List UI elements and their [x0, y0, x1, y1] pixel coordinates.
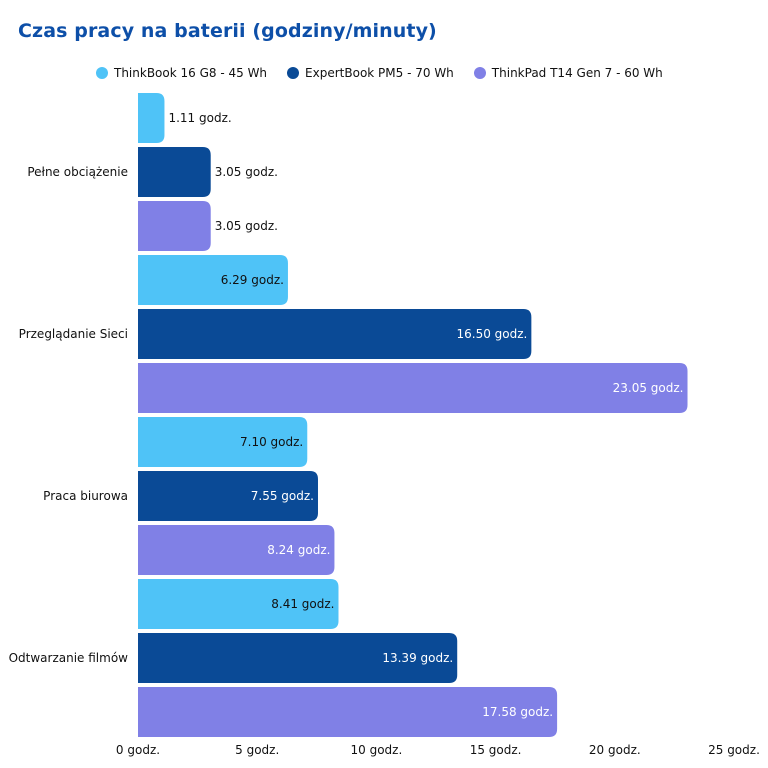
bar-expertbook-pm5-70-wh-przegla-danie-sieci[interactable]: [138, 309, 532, 359]
x-tick-label-5: 5 godz.: [235, 743, 279, 757]
bar-thinkbook-16-g8-45-wh-pe-ne-obcia-z-enie[interactable]: [138, 93, 165, 143]
value-label-thinkbook-16-g8-45-wh-przegla-danie-sieci: 6.29 godz.: [221, 273, 284, 287]
x-tick-label-25: 25 godz.: [708, 743, 760, 757]
bar-thinkbook-16-g8-45-wh-odtwarzanie-filmo-w[interactable]: [138, 579, 339, 629]
category-label-przegla-danie-sieci: Przeglądanie Sieci: [19, 327, 128, 341]
chart-title: Czas pracy na baterii (godziny/minuty): [18, 20, 437, 42]
chart-legend: ThinkBook 16 G8 - 45 Wh ExpertBook PM5 -…: [96, 64, 663, 82]
legend-label-thinkbook: ThinkBook 16 G8 - 45 Wh: [114, 66, 268, 80]
legend-item-expertbook[interactable]: ExpertBook PM5 - 70 Wh: [287, 66, 454, 80]
legend-dot-thinkpad: [473, 67, 486, 79]
legend-dot-expertbook: [287, 67, 300, 79]
legend-label-expertbook: ExpertBook PM5 - 70 Wh: [305, 66, 454, 80]
bar-thinkpad-t14-gen-7-60-wh-praca-biurowa[interactable]: [138, 525, 335, 575]
x-tick-label-15: 15 godz.: [470, 743, 522, 757]
value-label-thinkbook-16-g8-45-wh-praca-biurowa: 7.10 godz.: [240, 435, 303, 449]
x-tick-label-0: 0 godz.: [116, 743, 160, 757]
legend-item-thinkpad[interactable]: ThinkPad T14 Gen 7 - 60 Wh: [473, 66, 663, 80]
value-label-expertbook-pm5-70-wh-pe-ne-obcia-z-enie: 3.05 godz.: [215, 165, 278, 179]
bar-expertbook-pm5-70-wh-pe-ne-obcia-z-enie[interactable]: [138, 147, 211, 197]
bar-thinkpad-t14-gen-7-60-wh-pe-ne-obcia-z-enie[interactable]: [138, 201, 211, 251]
x-tick-label-20: 20 godz.: [589, 743, 641, 757]
value-label-thinkpad-t14-gen-7-60-wh-praca-biurowa: 8.24 godz.: [267, 543, 330, 557]
value-label-expertbook-pm5-70-wh-odtwarzanie-filmo-w: 13.39 godz.: [382, 651, 453, 665]
value-label-thinkbook-16-g8-45-wh-pe-ne-obcia-z-enie: 1.11 godz.: [168, 111, 231, 125]
category-label-praca-biurowa: Praca biurowa: [43, 489, 128, 503]
value-label-thinkbook-16-g8-45-wh-odtwarzanie-filmo-w: 8.41 godz.: [271, 597, 334, 611]
value-label-thinkpad-t14-gen-7-60-wh-odtwarzanie-filmo-w: 17.58 godz.: [482, 705, 553, 719]
bar-expertbook-pm5-70-wh-praca-biurowa[interactable]: [138, 471, 318, 521]
legend-item-thinkbook[interactable]: ThinkBook 16 G8 - 45 Wh: [96, 66, 267, 80]
category-label-pe-ne-obcia-z-enie: Pełne obciążenie: [27, 165, 128, 179]
bar-thinkbook-16-g8-45-wh-przegla-danie-sieci[interactable]: [138, 255, 288, 305]
legend-label-thinkpad: ThinkPad T14 Gen 7 - 60 Wh: [491, 66, 663, 80]
value-label-expertbook-pm5-70-wh-praca-biurowa: 7.55 godz.: [251, 489, 314, 503]
legend-dot-thinkbook: [96, 67, 108, 79]
x-tick-label-10: 10 godz.: [351, 743, 403, 757]
bar-thinkbook-16-g8-45-wh-praca-biurowa[interactable]: [138, 417, 308, 467]
bar-thinkpad-t14-gen-7-60-wh-przegla-danie-sieci[interactable]: [138, 363, 688, 413]
category-label-odtwarzanie-filmo-w: Odtwarzanie filmów: [9, 651, 129, 665]
value-label-thinkpad-t14-gen-7-60-wh-przegla-danie-sieci: 23.05 godz.: [613, 381, 684, 395]
value-label-thinkpad-t14-gen-7-60-wh-pe-ne-obcia-z-enie: 3.05 godz.: [215, 219, 278, 233]
value-label-expertbook-pm5-70-wh-przegla-danie-sieci: 16.50 godz.: [457, 327, 528, 341]
bar-expertbook-pm5-70-wh-odtwarzanie-filmo-w[interactable]: [138, 633, 458, 683]
bar-thinkpad-t14-gen-7-60-wh-odtwarzanie-filmo-w[interactable]: [138, 687, 558, 737]
